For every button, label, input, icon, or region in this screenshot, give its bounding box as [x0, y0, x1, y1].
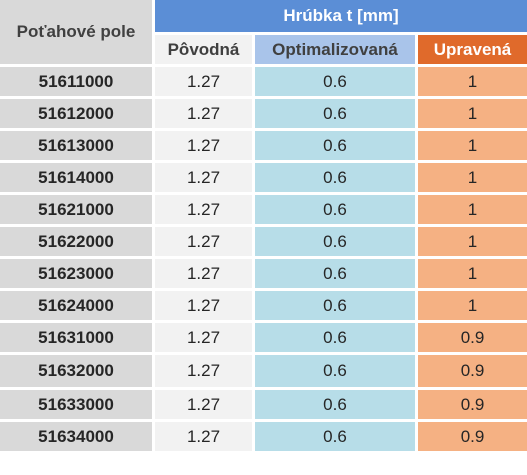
original-cell: 1.27: [155, 390, 255, 422]
optimized-cell: 0.6: [255, 291, 418, 323]
field-cell: 51613000: [0, 131, 155, 163]
adjusted-cell: 1: [418, 259, 527, 291]
field-cell: 51631000: [0, 323, 155, 355]
field-cell: 51621000: [0, 195, 155, 227]
thickness-group-header: Hrúbka t [mm]: [155, 0, 527, 35]
original-cell: 1.27: [155, 355, 255, 390]
original-cell: 1.27: [155, 131, 255, 163]
optimized-cell: 0.6: [255, 99, 418, 131]
field-column-header: Poťahové pole: [0, 0, 155, 67]
table-row: 51614000 1.27 0.6 1: [0, 163, 527, 195]
original-cell: 1.27: [155, 227, 255, 259]
adjusted-column-header: Upravená: [418, 35, 527, 67]
field-cell: 51622000: [0, 227, 155, 259]
original-cell: 1.27: [155, 195, 255, 227]
optimized-cell: 0.6: [255, 131, 418, 163]
original-cell: 1.27: [155, 323, 255, 355]
original-cell: 1.27: [155, 99, 255, 131]
original-cell: 1.27: [155, 259, 255, 291]
original-column-header: Pôvodná: [155, 35, 255, 67]
adjusted-cell: 1: [418, 131, 527, 163]
optimized-cell: 0.6: [255, 259, 418, 291]
adjusted-cell: 1: [418, 291, 527, 323]
optimized-cell: 0.6: [255, 422, 418, 454]
adjusted-cell: 1: [418, 67, 527, 99]
adjusted-cell: 0.9: [418, 390, 527, 422]
optimized-cell: 0.6: [255, 163, 418, 195]
thickness-table: Poťahové pole Hrúbka t [mm] Pôvodná Opti…: [0, 0, 527, 454]
field-cell: 51612000: [0, 99, 155, 131]
adjusted-cell: 0.9: [418, 323, 527, 355]
table-row: 51621000 1.27 0.6 1: [0, 195, 527, 227]
table-row: 51623000 1.27 0.6 1: [0, 259, 527, 291]
table-row: 51632000 1.27 0.6 0.9: [0, 355, 527, 390]
table-row: 51634000 1.27 0.6 0.9: [0, 422, 527, 454]
original-cell: 1.27: [155, 422, 255, 454]
original-cell: 1.27: [155, 163, 255, 195]
field-cell: 51614000: [0, 163, 155, 195]
optimized-cell: 0.6: [255, 355, 418, 390]
optimized-cell: 0.6: [255, 67, 418, 99]
field-cell: 51611000: [0, 67, 155, 99]
adjusted-cell: 0.9: [418, 355, 527, 390]
table-row: 51624000 1.27 0.6 1: [0, 291, 527, 323]
table-row: 51612000 1.27 0.6 1: [0, 99, 527, 131]
table-row: 51631000 1.27 0.6 0.9: [0, 323, 527, 355]
adjusted-cell: 1: [418, 195, 527, 227]
optimized-cell: 0.6: [255, 323, 418, 355]
table-row: 51611000 1.27 0.6 1: [0, 67, 527, 99]
original-cell: 1.27: [155, 291, 255, 323]
table-body: 51611000 1.27 0.6 1 51612000 1.27 0.6 1 …: [0, 67, 527, 454]
optimized-cell: 0.6: [255, 390, 418, 422]
table-row: 51622000 1.27 0.6 1: [0, 227, 527, 259]
original-cell: 1.27: [155, 67, 255, 99]
optimized-cell: 0.6: [255, 227, 418, 259]
field-cell: 51633000: [0, 390, 155, 422]
adjusted-cell: 1: [418, 227, 527, 259]
table-row: 51633000 1.27 0.6 0.9: [0, 390, 527, 422]
optimized-column-header: Optimalizovaná: [255, 35, 418, 67]
field-cell: 51632000: [0, 355, 155, 390]
optimized-cell: 0.6: [255, 195, 418, 227]
field-cell: 51623000: [0, 259, 155, 291]
table-row: 51613000 1.27 0.6 1: [0, 131, 527, 163]
field-cell: 51634000: [0, 422, 155, 454]
adjusted-cell: 0.9: [418, 422, 527, 454]
adjusted-cell: 1: [418, 163, 527, 195]
field-cell: 51624000: [0, 291, 155, 323]
adjusted-cell: 1: [418, 99, 527, 131]
